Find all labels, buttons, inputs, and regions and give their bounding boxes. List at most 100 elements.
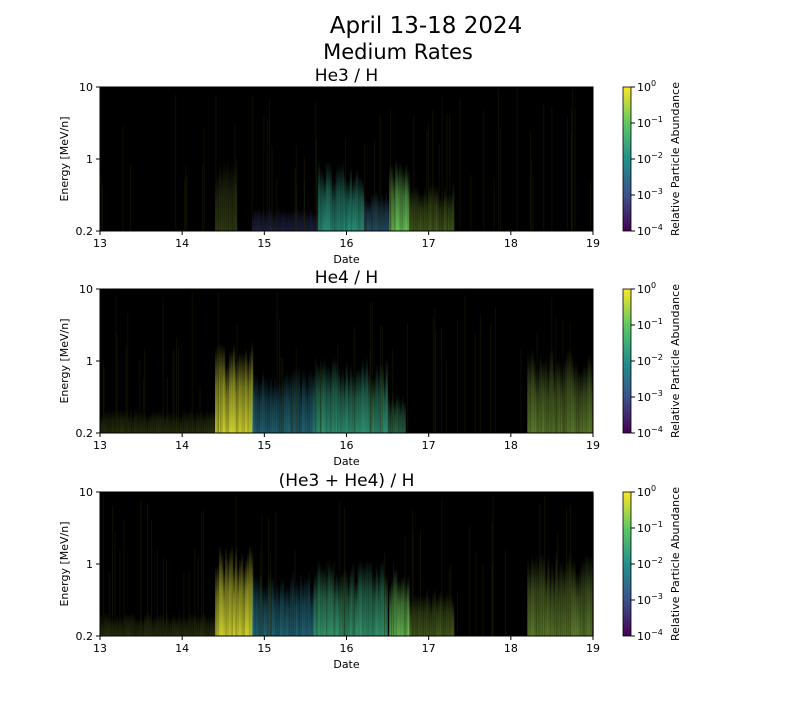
colorbar-label: Relative Particle Abundance	[669, 82, 682, 236]
event-patch	[395, 566, 398, 636]
event-patch	[527, 558, 530, 636]
event-patch	[276, 210, 279, 231]
event-patch	[258, 206, 261, 231]
event-patch	[284, 373, 287, 433]
event-patch	[535, 368, 538, 433]
noise-streak	[562, 320, 564, 433]
event-patch	[156, 614, 159, 636]
event-patch	[223, 159, 226, 231]
event-patch	[557, 571, 560, 636]
event-patch	[365, 558, 368, 636]
event-patch	[391, 577, 394, 636]
noise-streak	[275, 511, 277, 636]
event-patch	[237, 567, 240, 636]
event-patch	[256, 208, 259, 231]
event-patch	[410, 599, 413, 636]
noise-streak	[122, 125, 124, 231]
event-patch	[210, 409, 213, 433]
noise-streak	[536, 333, 538, 433]
event-patch	[160, 410, 163, 433]
event-patch	[438, 592, 441, 636]
event-patch	[547, 367, 550, 433]
event-patch	[448, 193, 451, 231]
event-patch	[308, 370, 311, 433]
event-patch	[104, 410, 107, 433]
event-patch	[357, 366, 360, 433]
noise-streak	[441, 499, 443, 636]
noise-streak	[570, 108, 572, 231]
event-patch	[389, 164, 392, 231]
event-patch	[349, 364, 352, 433]
x-tick-label: 15	[257, 439, 271, 452]
noise-streak	[186, 176, 188, 231]
noise-streak	[146, 503, 148, 636]
event-patch	[280, 383, 283, 433]
event-patch	[369, 377, 372, 433]
event-patch	[178, 414, 181, 433]
event-patch	[130, 408, 133, 433]
x-tick-label: 13	[93, 237, 107, 250]
event-patch	[204, 611, 207, 636]
colorbar-tick-label: 10−2	[637, 556, 663, 571]
event-patch	[272, 575, 275, 636]
event-patch	[337, 164, 340, 231]
event-patch	[249, 544, 252, 636]
event-patch	[426, 195, 429, 231]
x-axis-label: Date	[333, 253, 360, 266]
event-patch	[393, 176, 396, 231]
event-patch	[440, 589, 443, 636]
event-patch	[306, 209, 309, 231]
noise-streak	[337, 345, 339, 433]
event-patch	[254, 206, 257, 231]
noise-streak	[201, 512, 203, 636]
event-patch	[138, 413, 141, 433]
event-patch	[229, 167, 232, 231]
x-tick-label: 19	[586, 642, 600, 655]
event-patch	[365, 355, 368, 433]
event-patch	[374, 190, 378, 231]
noise-streak	[570, 132, 572, 231]
noise-streak	[530, 160, 532, 231]
colorbar-tick-label: 10−2	[637, 151, 663, 166]
x-tick-label: 17	[422, 237, 436, 250]
noise-streak	[448, 569, 450, 636]
event-patch	[310, 588, 313, 636]
noise-streak	[551, 107, 553, 231]
event-patch	[363, 367, 366, 433]
event-patch	[190, 408, 193, 433]
x-tick-label: 15	[257, 237, 271, 250]
event-patch	[212, 615, 215, 636]
noise-streak	[390, 164, 392, 231]
event-patch	[217, 343, 220, 433]
y-tick-label: 1	[86, 153, 93, 166]
event-patch	[434, 587, 437, 636]
event-patch	[321, 567, 324, 636]
event-patch	[120, 617, 123, 636]
noise-streak	[569, 505, 571, 636]
noise-streak	[188, 570, 190, 636]
noise-streak	[203, 127, 205, 231]
event-patch	[577, 572, 580, 636]
noise-streak	[544, 496, 546, 636]
event-patch	[298, 208, 301, 231]
event-patch	[410, 186, 413, 231]
event-patch	[152, 617, 155, 636]
event-patch	[288, 586, 291, 636]
event-patch	[376, 192, 380, 231]
panel-title: He3 / H	[315, 66, 378, 86]
noise-streak	[389, 109, 391, 231]
event-patch	[319, 166, 322, 231]
event-patch	[225, 160, 228, 231]
event-patch	[571, 354, 574, 433]
event-patch	[254, 374, 257, 433]
event-patch	[306, 381, 309, 433]
y-axis-label: Energy [MeV/n]	[58, 318, 71, 403]
event-patch	[386, 197, 390, 231]
event-patch	[543, 360, 546, 433]
event-patch	[217, 169, 220, 231]
event-patch	[418, 192, 421, 231]
noise-streak	[220, 373, 222, 433]
event-patch	[142, 414, 145, 433]
event-patch	[304, 371, 307, 433]
event-patch	[215, 347, 218, 433]
